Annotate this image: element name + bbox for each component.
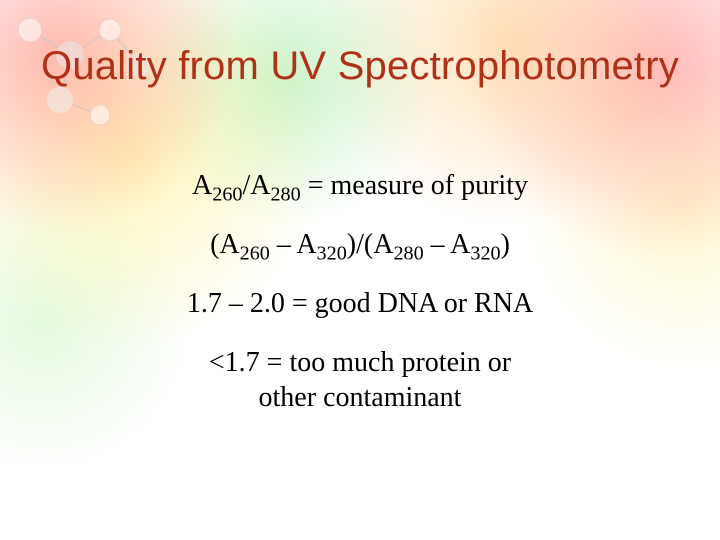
- slide: Quality from UV Spectrophotometry A260/A…: [0, 0, 720, 540]
- t: = measure of purity: [301, 170, 528, 201]
- t: other contaminant: [259, 382, 462, 413]
- sub-260: 260: [212, 184, 242, 206]
- line-good-range: 1.7 – 2.0 = good DNA or RNA: [0, 286, 720, 321]
- t: )/(A: [347, 229, 394, 260]
- t: (A: [210, 229, 240, 260]
- t: – A: [270, 229, 317, 260]
- slide-title: Quality from UV Spectrophotometry: [0, 44, 720, 89]
- sub-320: 320: [317, 243, 347, 265]
- t: ): [501, 229, 510, 260]
- sub-260: 260: [240, 243, 270, 265]
- sub-320: 320: [470, 243, 500, 265]
- t: A: [192, 170, 212, 201]
- line-contaminant: <1.7 = too much protein or other contami…: [0, 345, 720, 415]
- sub-280: 280: [270, 184, 300, 206]
- sub-280: 280: [393, 243, 423, 265]
- line-purity: A260/A280 = measure of purity: [0, 168, 720, 203]
- slide-body: A260/A280 = measure of purity (A260 – A3…: [0, 168, 720, 415]
- t: <1.7 = too much protein or: [209, 347, 511, 378]
- line-formula: (A260 – A320)/(A280 – A320): [0, 227, 720, 262]
- t: – A: [424, 229, 471, 260]
- t: /A: [242, 170, 270, 201]
